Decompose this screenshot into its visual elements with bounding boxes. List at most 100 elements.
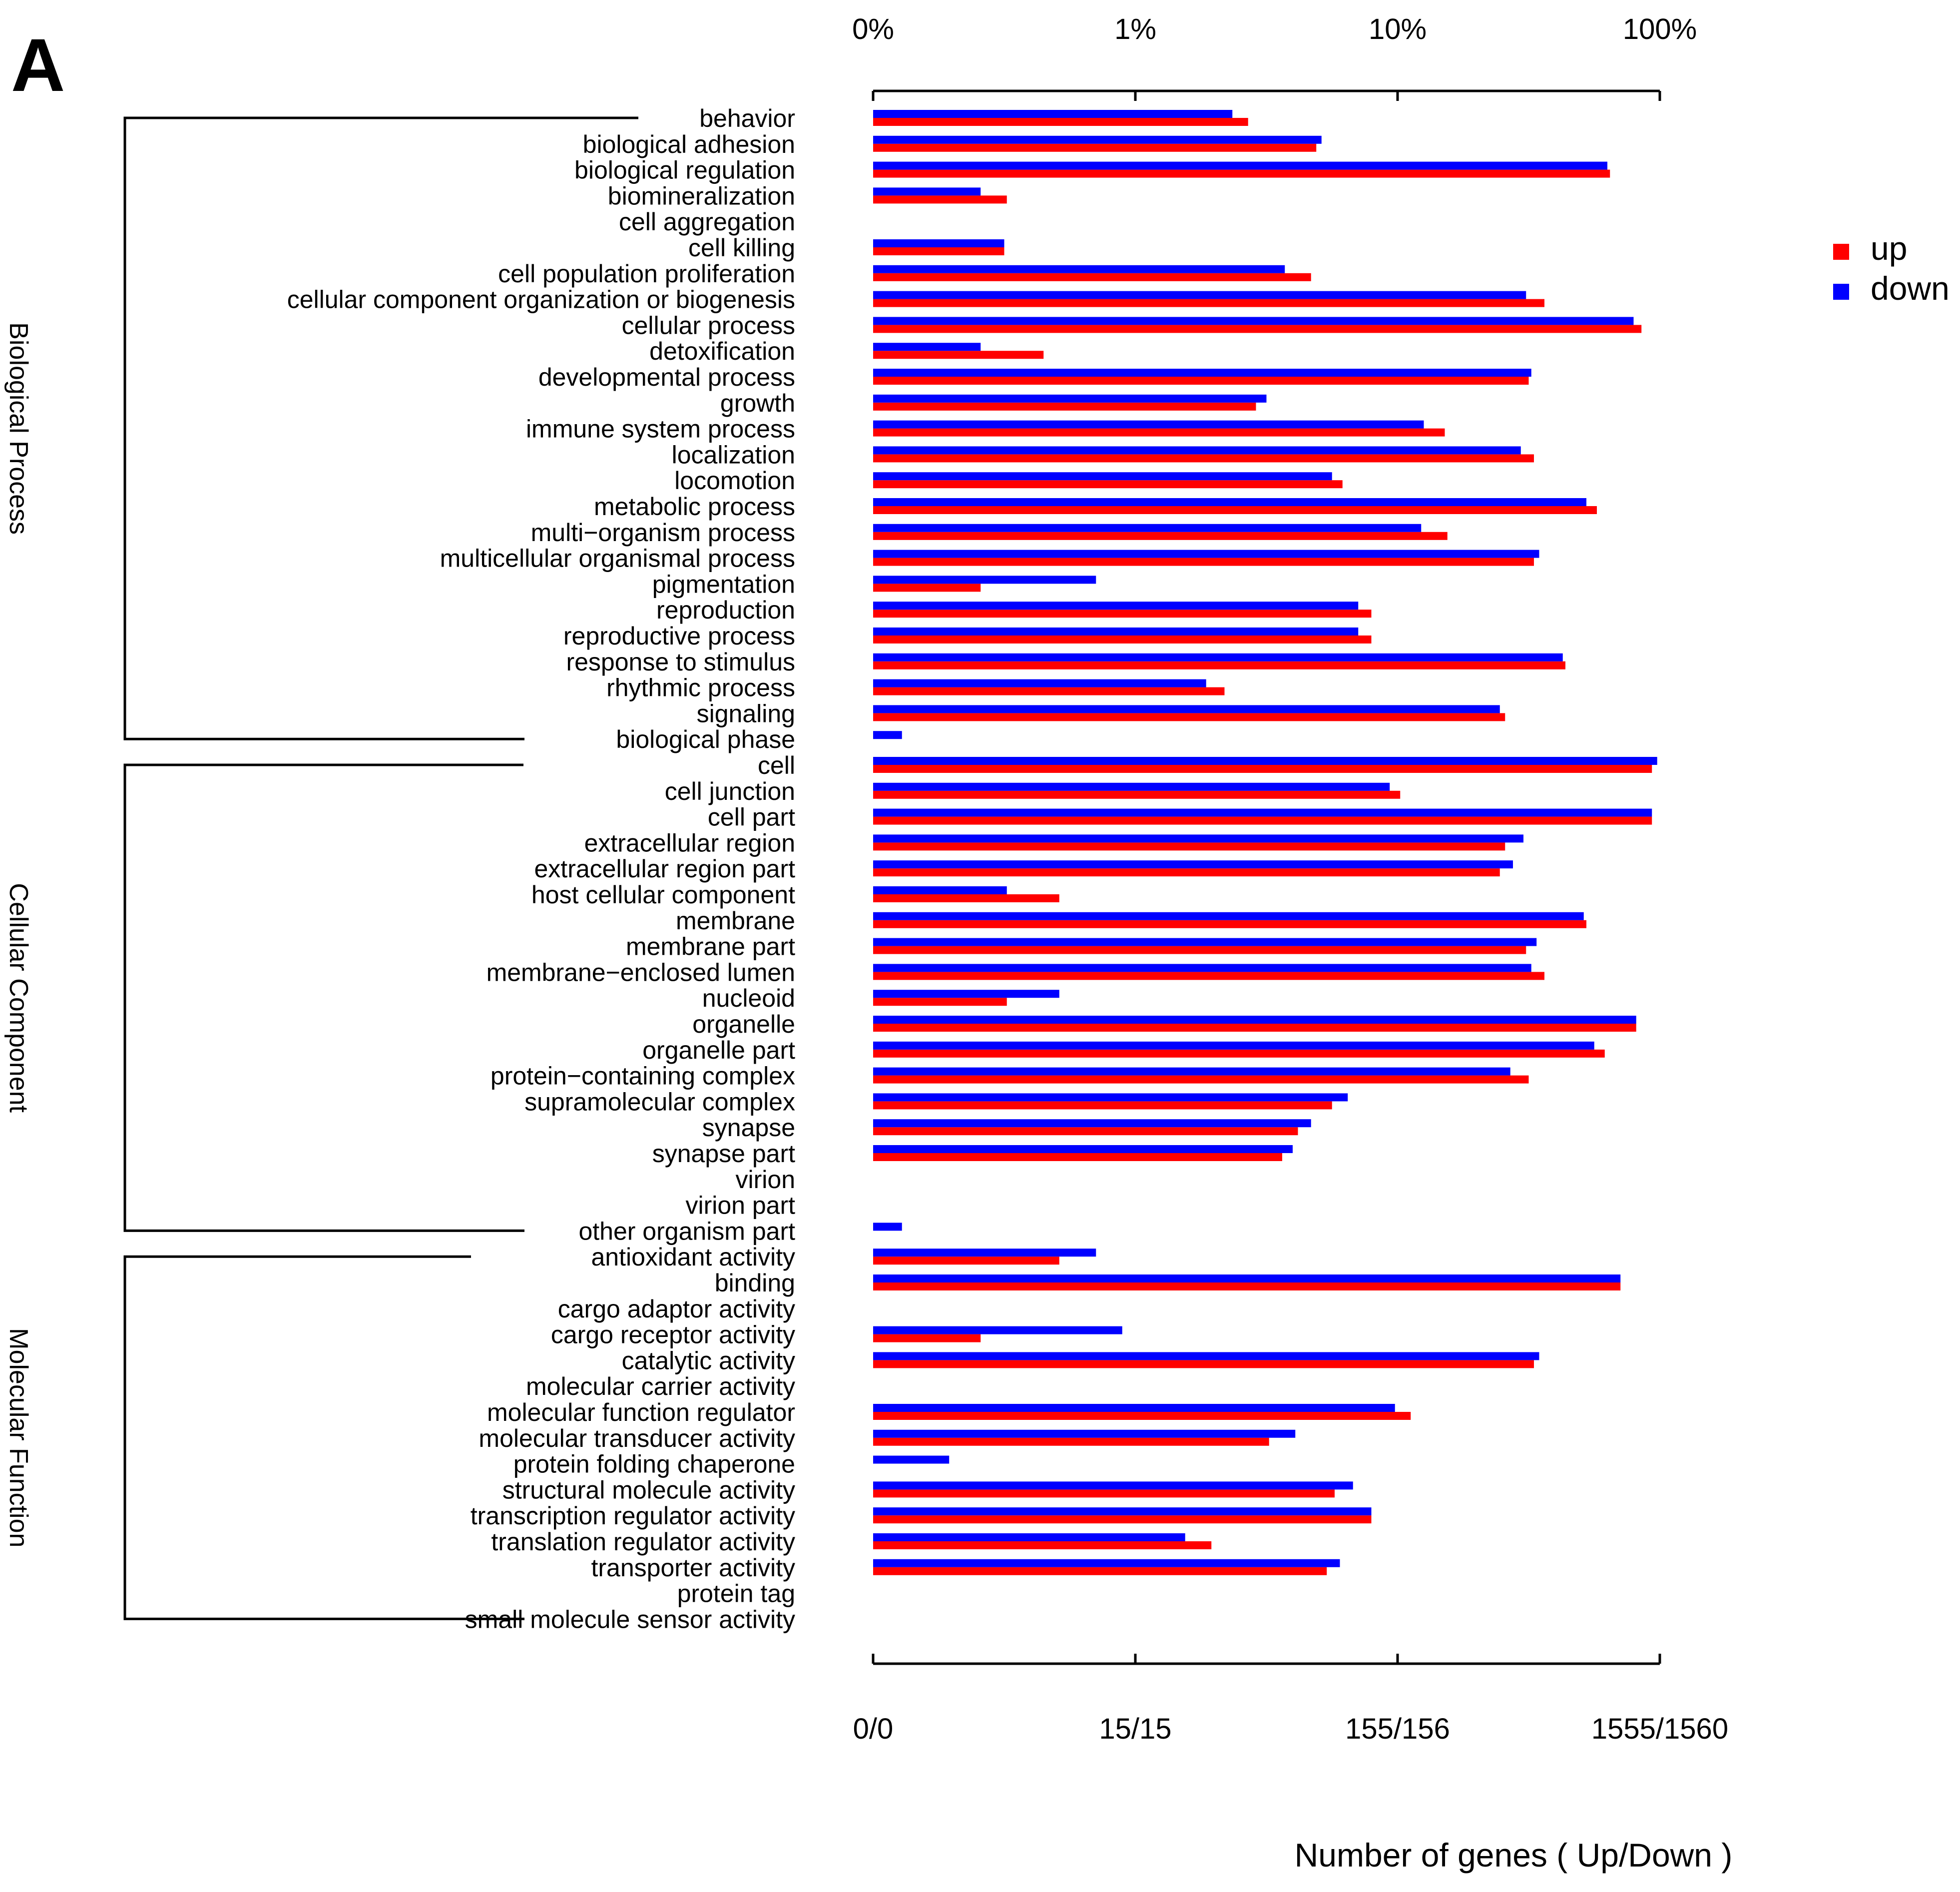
term-label-cell-part: cell part xyxy=(708,803,795,831)
term-label-cell-junction: cell junction xyxy=(665,777,795,805)
term-label-cell-aggregation: cell aggregation xyxy=(619,208,795,236)
term-label-biological-regulation: biological regulation xyxy=(574,156,795,184)
bar-down-nucleoid xyxy=(873,990,1059,998)
bar-down-cell-population-proliferation xyxy=(873,265,1285,273)
term-label-multicellular-organismal-process: multicellular organismal process xyxy=(440,545,795,573)
axes: 0% 0/0 1% 15/15 10% 155/156 100% 1555/1560 xyxy=(852,13,1728,1745)
term-label-immune-system-process: immune system process xyxy=(526,415,795,443)
bar-up-membrane xyxy=(873,920,1586,928)
bar-up-reproductive-process xyxy=(873,635,1372,643)
bar-down-localization xyxy=(873,446,1521,455)
term-label-locomotion: locomotion xyxy=(674,467,795,495)
bar-up-cargo-receptor-activity xyxy=(873,1334,981,1342)
bar-down-developmental-process xyxy=(873,369,1531,377)
bar-down-protein-containing-complex xyxy=(873,1067,1510,1076)
bar-up-transporter-activity xyxy=(873,1567,1327,1575)
bar-up-reproduction xyxy=(873,610,1372,618)
term-label-signaling: signaling xyxy=(697,699,795,727)
bar-up-cellular-process xyxy=(873,325,1642,333)
bar-down-cell-killing xyxy=(873,239,1004,247)
bar-down-translation-regulator-activity xyxy=(873,1533,1185,1541)
bracket-cellular-component xyxy=(123,763,524,1232)
bar-up-supramolecular-complex xyxy=(873,1101,1332,1110)
bar-up-cell-junction xyxy=(873,790,1401,799)
term-label-cell-killing: cell killing xyxy=(688,234,795,262)
bar-down-reproduction xyxy=(873,602,1359,610)
bar-down-organelle xyxy=(873,1016,1636,1024)
bar-down-multi-organism-process xyxy=(873,524,1422,532)
term-label-antioxidant-activity: antioxidant activity xyxy=(591,1243,795,1271)
bar-down-metabolic-process xyxy=(873,498,1586,506)
category-label-cellular-component: Cellular Component xyxy=(4,883,33,1113)
legend-label-up: up xyxy=(1871,230,1907,267)
bar-up-locomotion xyxy=(873,480,1343,489)
bar-up-detoxification xyxy=(873,351,1044,359)
term-label-metabolic-process: metabolic process xyxy=(594,493,795,521)
bar-up-extracellular-region xyxy=(873,842,1505,851)
bar-down-behavior xyxy=(873,110,1233,118)
term-label-rhythmic-process: rhythmic process xyxy=(606,674,795,702)
term-label-membrane-enclosed-lumen: membrane−enclosed lumen xyxy=(487,958,795,986)
bar-down-cellular-component-organization-or-biogenesis xyxy=(873,291,1526,299)
term-label-virion-part: virion part xyxy=(685,1192,795,1220)
bar-up-structural-molecule-activity xyxy=(873,1489,1335,1498)
bar-down-other-organism-part xyxy=(873,1223,902,1231)
bar-down-extracellular-region xyxy=(873,834,1523,843)
term-label-virion: virion xyxy=(736,1166,795,1194)
bar-down-signaling xyxy=(873,705,1500,713)
term-label-synapse: synapse xyxy=(702,1114,795,1142)
term-label-developmental-process: developmental process xyxy=(538,363,795,391)
bar-down-transcription-regulator-activity xyxy=(873,1507,1372,1516)
term-label-localization: localization xyxy=(672,441,795,469)
term-label-biological-phase: biological phase xyxy=(616,725,795,753)
bars xyxy=(873,110,1657,1575)
bar-up-multicellular-organismal-process xyxy=(873,558,1534,566)
bar-up-protein-containing-complex xyxy=(873,1075,1529,1084)
bar-down-pigmentation xyxy=(873,576,1096,584)
bar-down-synapse-part xyxy=(873,1145,1293,1153)
term-label-molecular-carrier-activity: molecular carrier activity xyxy=(526,1372,795,1400)
top-axis-label-3: 100% xyxy=(1623,13,1697,45)
top-axis-label-2: 10% xyxy=(1369,13,1427,45)
bar-up-cell-part xyxy=(873,816,1652,825)
bar-down-cellular-process xyxy=(873,317,1634,325)
bar-down-protein-folding-chaperone xyxy=(873,1455,950,1464)
term-label-organelle: organelle xyxy=(692,1010,795,1038)
bar-down-membrane-part xyxy=(873,938,1537,946)
bar-down-transporter-activity xyxy=(873,1559,1340,1567)
bracket-molecular-function xyxy=(123,1255,524,1620)
term-label-protein-tag: protein tag xyxy=(677,1580,795,1608)
bar-up-pigmentation xyxy=(873,584,981,592)
bar-down-molecular-transducer-activity xyxy=(873,1429,1296,1438)
term-label-detoxification: detoxification xyxy=(649,337,795,365)
bar-up-transcription-regulator-activity xyxy=(873,1515,1372,1524)
bar-up-synapse-part xyxy=(873,1153,1282,1161)
bar-down-biomineralization xyxy=(873,187,981,196)
bar-up-synapse xyxy=(873,1127,1298,1136)
category-label-molecular-function: Molecular Function xyxy=(4,1328,33,1547)
legend-swatch-down xyxy=(1833,284,1849,300)
bar-down-cell-part xyxy=(873,808,1652,817)
bar-down-rhythmic-process xyxy=(873,679,1206,687)
bar-down-reproductive-process xyxy=(873,628,1359,635)
bottom-axis-label-3: 1555/1560 xyxy=(1591,1713,1728,1745)
bar-down-membrane xyxy=(873,912,1584,920)
term-label-transporter-activity: transporter activity xyxy=(591,1554,795,1582)
bar-down-cell-junction xyxy=(873,782,1390,791)
term-label-cellular-process: cellular process xyxy=(622,311,795,339)
term-label-protein-folding-chaperone: protein folding chaperone xyxy=(513,1450,795,1478)
term-label-cellular-component-organization-or-biogenesis: cellular component organization or bioge… xyxy=(287,286,795,314)
term-label-reproduction: reproduction xyxy=(656,596,795,624)
term-label-other-organism-part: other organism part xyxy=(578,1217,795,1245)
top-axis-label-1: 1% xyxy=(1114,13,1156,45)
term-label-translation-regulator-activity: translation regulator activity xyxy=(491,1528,795,1556)
bar-up-biological-regulation xyxy=(873,169,1610,178)
bar-up-catalytic-activity xyxy=(873,1360,1534,1368)
bar-up-multi-organism-process xyxy=(873,532,1448,540)
bar-down-cell xyxy=(873,757,1657,765)
term-label-growth: growth xyxy=(720,389,795,417)
bar-down-growth xyxy=(873,394,1267,403)
bar-up-rhythmic-process xyxy=(873,687,1225,695)
